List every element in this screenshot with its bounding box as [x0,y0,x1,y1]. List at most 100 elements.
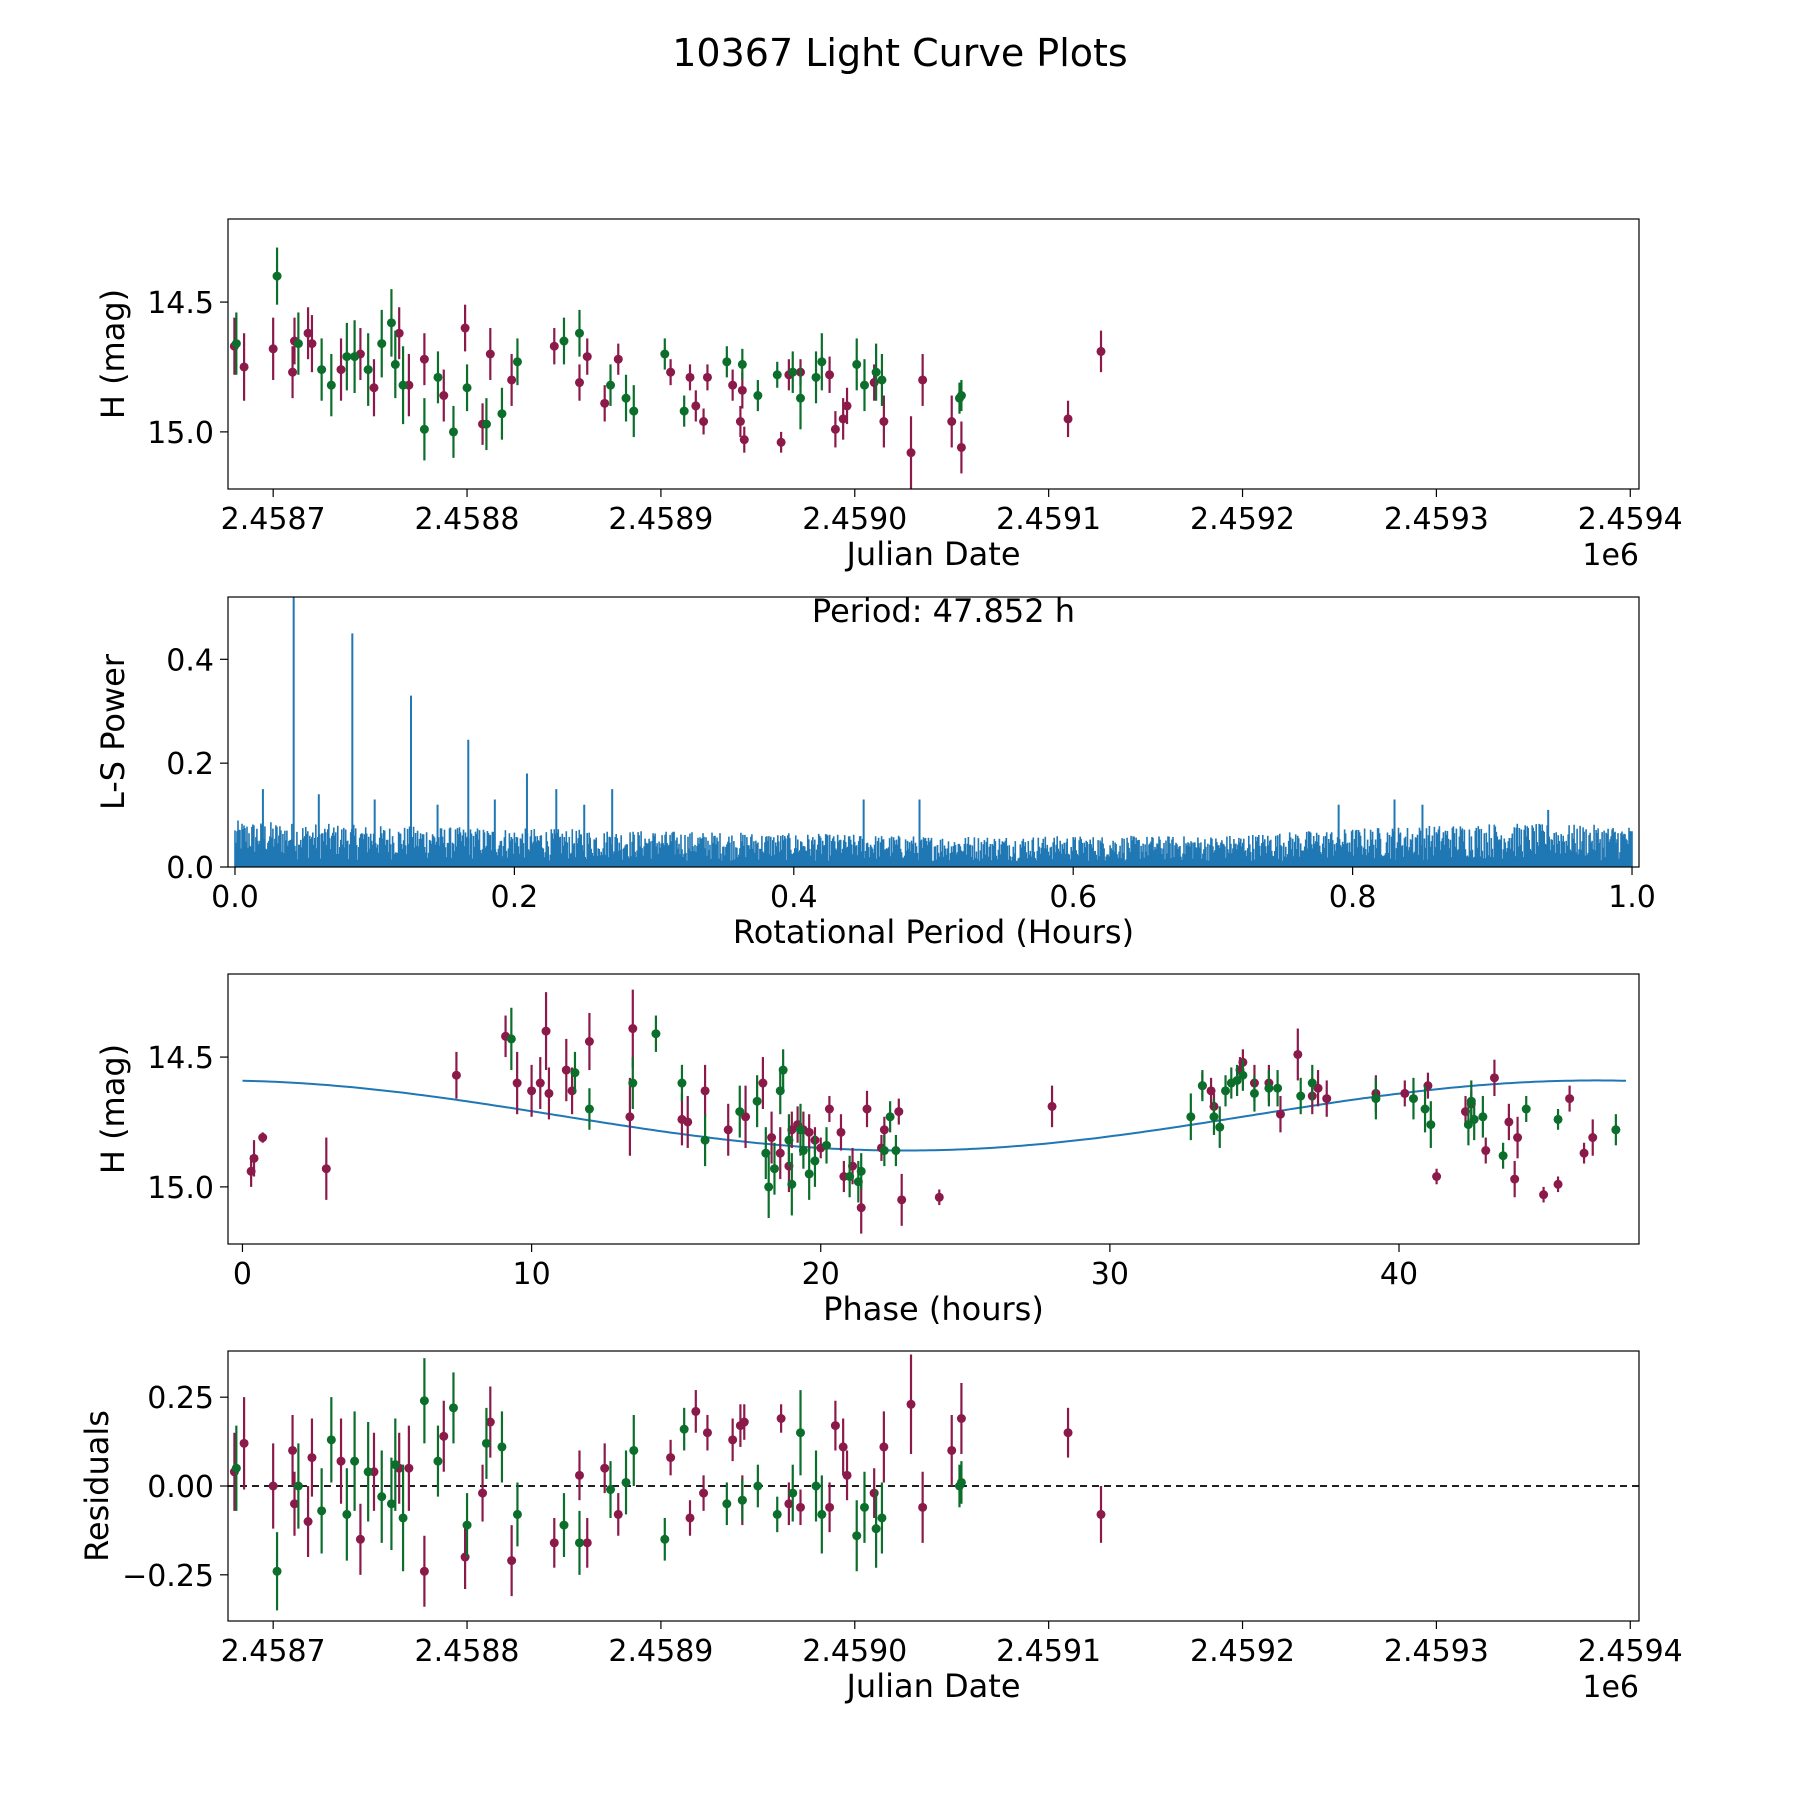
series-g [231,247,966,461]
x-axis-label: Phase (hours) [823,1290,1044,1328]
data-point [512,1078,522,1088]
data-point [506,1034,516,1044]
data-point [561,1065,571,1075]
data-point [947,1445,957,1455]
data-point [677,1078,687,1088]
y-tick-label: 15.0 [147,1171,214,1206]
data-point [894,1107,904,1117]
data-point [582,352,592,362]
series-r [229,304,1106,489]
data-point [796,393,806,403]
x-tick-label: 0.0 [211,880,259,915]
data-point [628,1078,638,1088]
data-point [549,1538,559,1548]
data-point [769,1164,779,1174]
data-point [702,372,712,382]
data-point [350,352,360,362]
data-point [1322,1094,1332,1104]
power-floor [234,860,1633,867]
data-point [772,370,782,380]
data-point [485,349,495,359]
data-point [231,339,241,349]
data-point [798,1146,808,1156]
data-point [795,1125,805,1135]
x-tick-label: 1.0 [1608,880,1656,915]
data-point [679,1424,689,1434]
data-point [481,419,491,429]
data-point [272,1566,282,1576]
data-point [862,1104,872,1114]
x-tick-label: 2.4593 [1384,502,1489,537]
x-offset-label: 1e6 [1582,538,1639,573]
data-point [778,1065,788,1075]
data-point [852,1531,862,1541]
data-point [625,1112,635,1122]
data-point [293,1481,303,1491]
data-point [723,1125,733,1135]
data-point [239,1438,249,1448]
data-point [737,359,747,369]
data-point [249,1153,259,1163]
data-point [845,1172,855,1181]
y-tick-label: 0.2 [166,747,214,782]
data-point [1296,1091,1306,1101]
data-point [918,1502,928,1512]
data-point [869,378,879,388]
data-point [784,1499,794,1509]
data-point [606,1485,616,1495]
x-tick-label: 0.8 [1329,880,1377,915]
x-tick-label: 2.4594 [1578,1634,1683,1669]
x-tick-label: 2.4588 [415,502,520,537]
data-point [1478,1112,1488,1122]
data-point [1504,1117,1514,1127]
data-point [852,359,862,369]
data-point [1489,1073,1499,1083]
data-point [460,1552,470,1562]
data-point [451,1070,461,1080]
data-point [691,1406,701,1416]
data-point [811,1481,821,1491]
data-point [737,1495,747,1505]
data-point [1307,1078,1317,1088]
data-point [1371,1094,1381,1104]
data-point [342,1509,352,1519]
data-point [419,1566,429,1576]
plot-area [228,1354,1639,1611]
data-point [699,417,709,426]
data-point [363,365,373,375]
data-point [1206,1086,1216,1096]
x-tick-label: 2.4589 [608,1634,713,1669]
data-point [741,1112,751,1122]
y-axis-label: H (mag) [94,1044,132,1174]
data-point [1513,1133,1523,1143]
data-point [448,1403,458,1413]
y-tick-label: 14.5 [147,286,214,321]
data-point [386,318,396,328]
data-point [1221,1086,1231,1096]
y-tick-label: 0.25 [147,1381,214,1416]
data-point [613,1509,623,1519]
x-tick-label: 2.4594 [1578,502,1683,537]
axes-frame [227,218,1640,490]
data-point [811,372,821,382]
data-point [739,1417,749,1427]
data-point [722,1499,732,1509]
subplot-phased: 0 10 20 30 40 15.0 14.5 Phase (hours) H (mag) [94,973,1640,1328]
series-g [231,1358,966,1611]
x-tick-label: 0 [233,1257,252,1292]
data-point [582,1538,592,1548]
data-point [369,383,379,393]
data-point [804,1169,814,1179]
x-tick-label: 2.4593 [1384,1634,1489,1669]
data-point [1047,1101,1057,1111]
data-point [303,328,313,338]
x-tick-label: 2.4591 [996,1634,1101,1669]
data-point [1426,1120,1436,1130]
data-point [317,1506,327,1516]
x-tick-label: 2.4587 [221,502,326,537]
data-point [1408,1094,1418,1104]
y-axis-label: Residuals [78,1410,116,1562]
x-tick-label: 2.4590 [802,1634,907,1669]
data-point [377,1492,387,1502]
x-tick-label: 2.4592 [1190,502,1295,537]
